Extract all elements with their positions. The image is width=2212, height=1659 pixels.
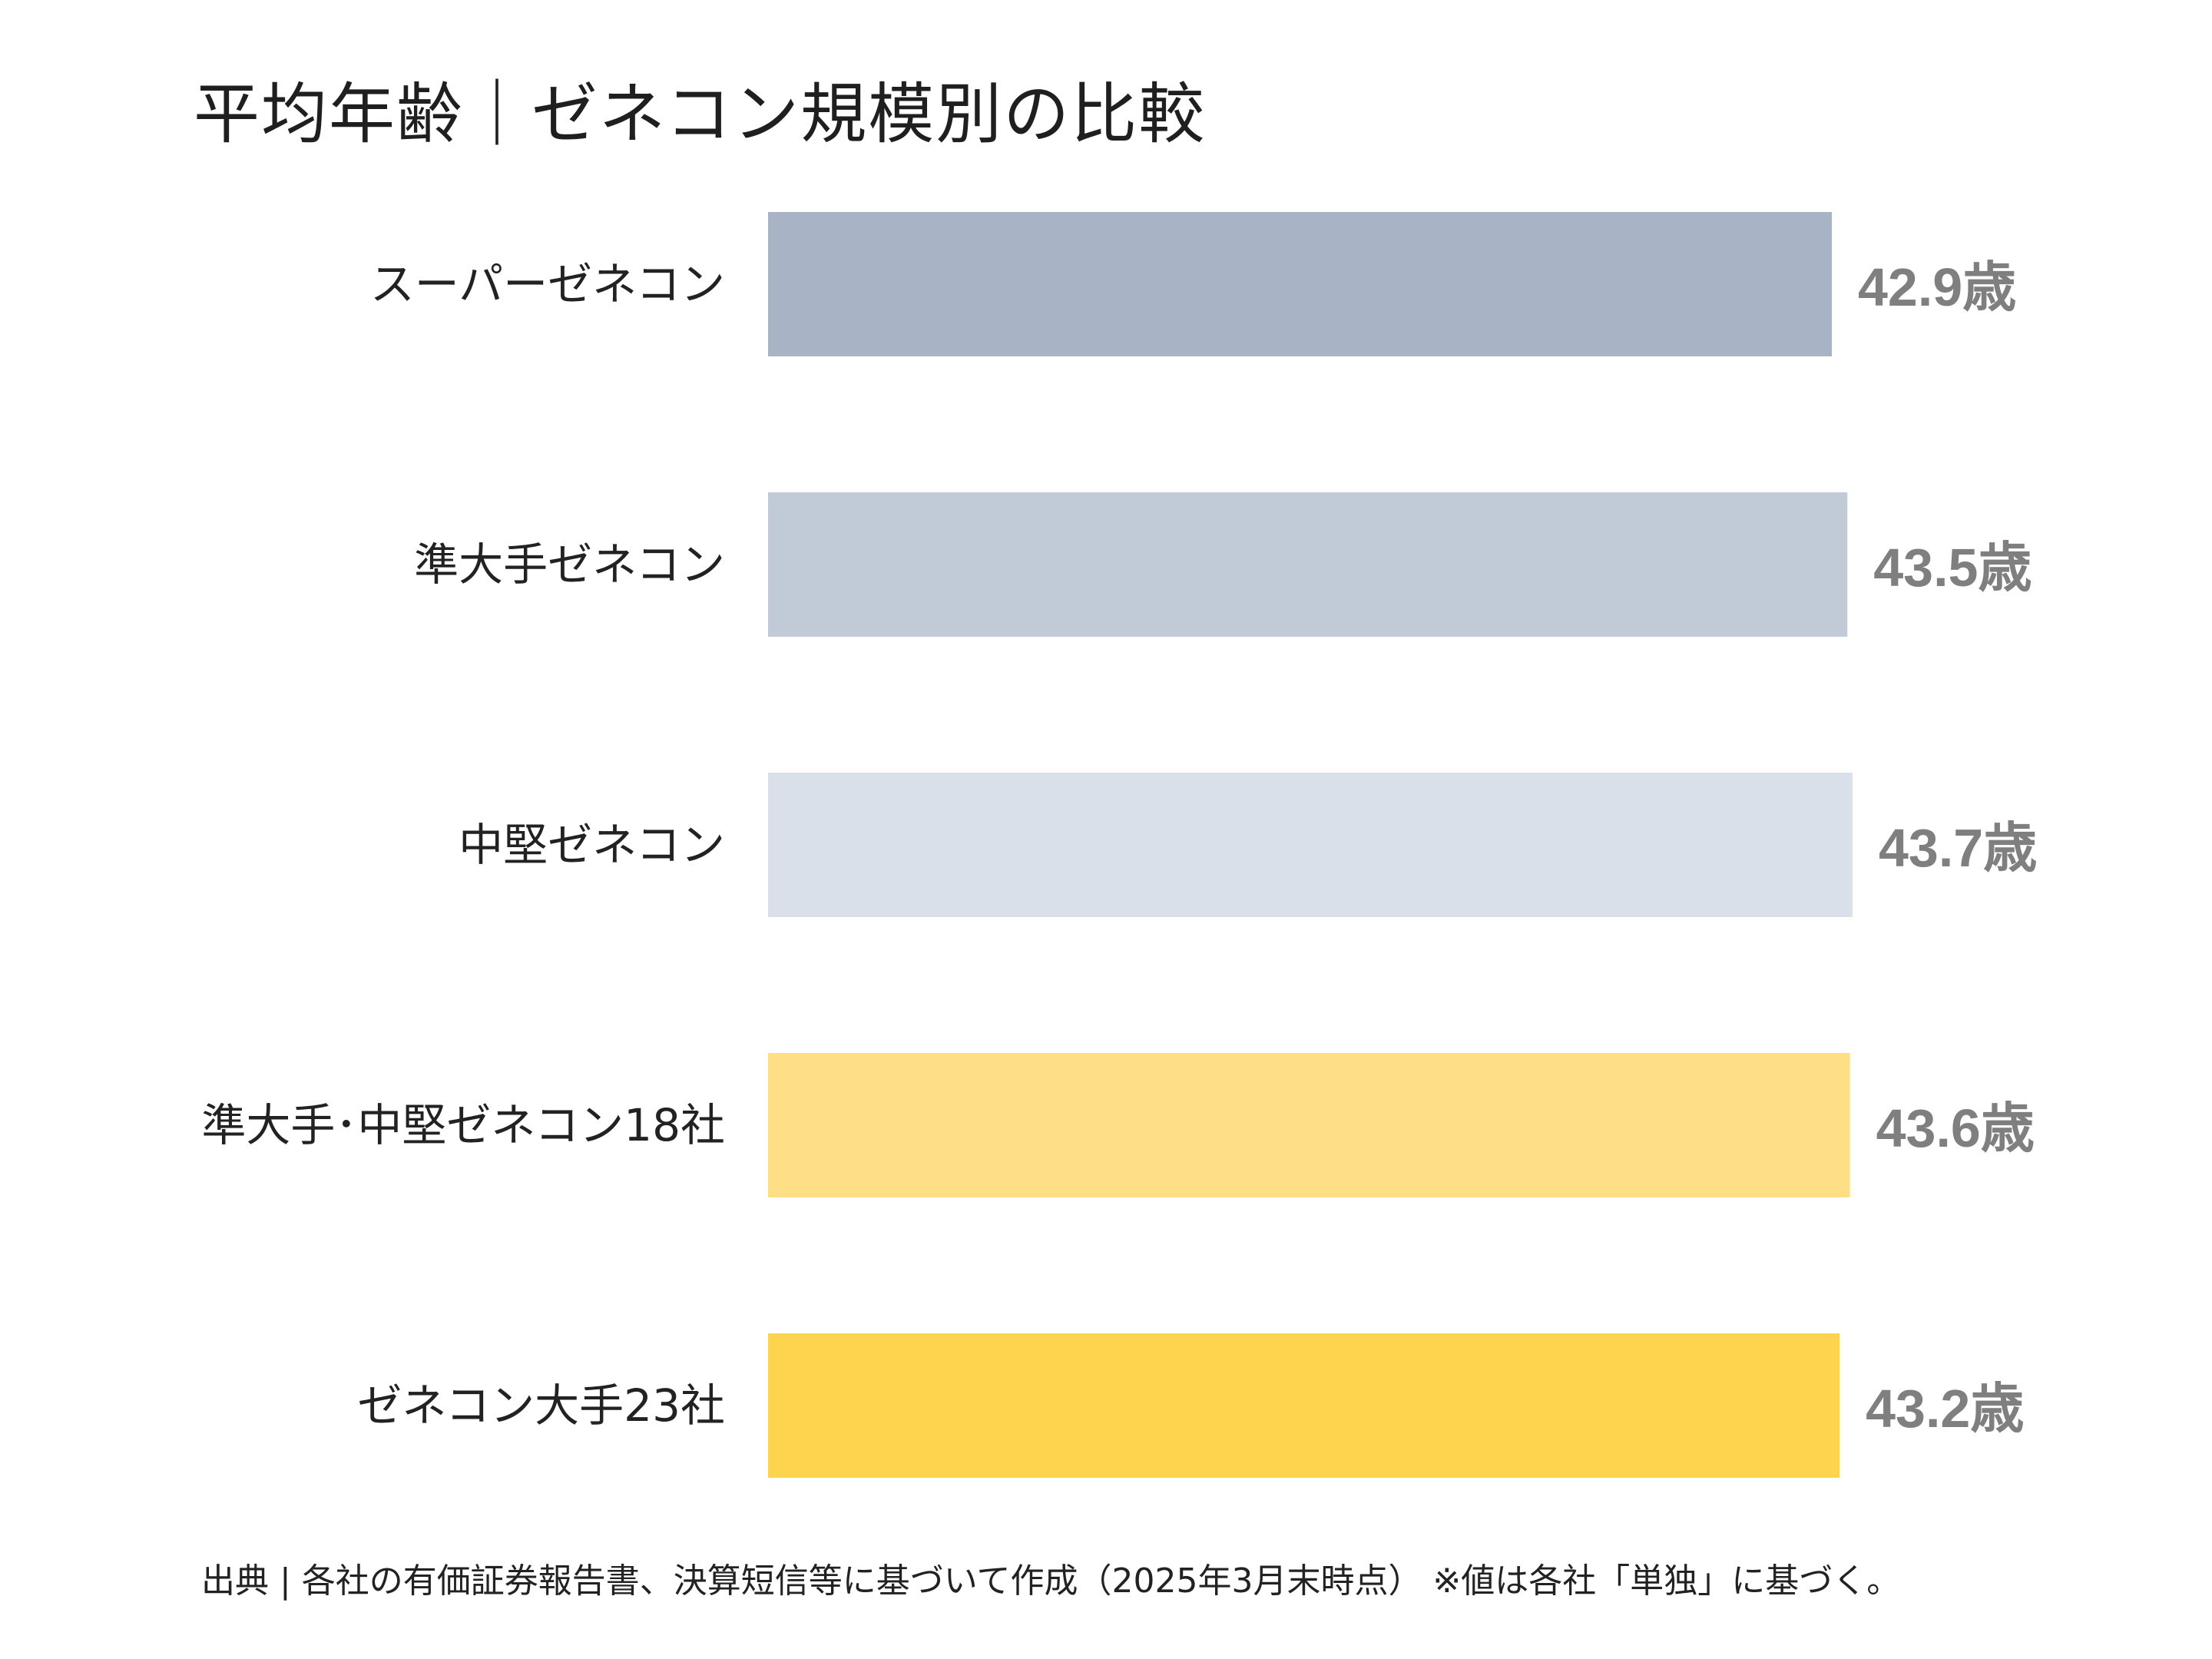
bar-2 <box>768 492 1848 637</box>
bar-3 <box>768 773 1853 917</box>
source-footnote: 出典 | 各社の有価証券報告書、決算短信等に基づいて作成（2025年3月末時点）… <box>201 1561 1901 1601</box>
category-label-1: スーパーゼネコン <box>370 258 725 310</box>
bar-5 <box>768 1333 1840 1478</box>
value-label-4: 43.6歳 <box>1876 1098 2035 1158</box>
value-label-1: 42.9歳 <box>1858 257 2016 317</box>
value-label-3: 43.7歳 <box>1879 818 2037 878</box>
value-label-2: 43.5歳 <box>1873 538 2032 598</box>
bar-1 <box>768 212 1832 356</box>
category-label-5: ゼネコン大手23社 <box>357 1379 725 1432</box>
value-label-5: 43.2歳 <box>1866 1379 2024 1439</box>
bar-4 <box>768 1053 1850 1197</box>
category-label-4: 準大手･中堅ゼネコン18社 <box>201 1099 725 1151</box>
category-label-3: 中堅ゼネコン <box>459 819 725 871</box>
chart-title: 平均年齢｜ゼネコン規模別の比較 <box>194 76 1207 153</box>
category-label-2: 準大手ゼネコン <box>414 538 725 591</box>
